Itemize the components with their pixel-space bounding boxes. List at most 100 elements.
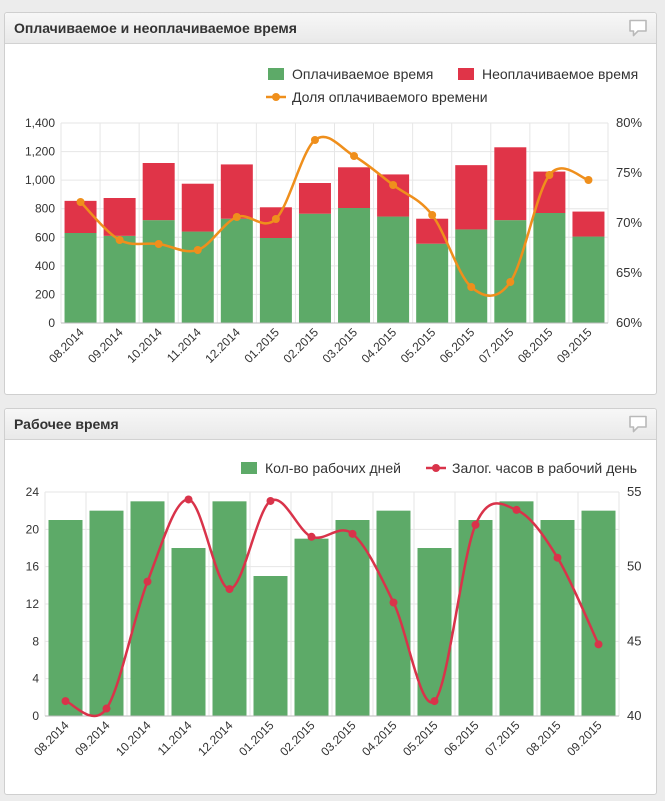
y-tick-label-left: 0 — [48, 316, 55, 330]
legend-label: Неоплачиваемое время — [482, 66, 638, 82]
x-tick-label: 08.2014 — [46, 325, 87, 366]
bar-working-days — [376, 510, 411, 716]
line-point — [76, 198, 85, 206]
legend-label: Кол-во рабочих дней — [265, 460, 401, 476]
y-tick-label-right: 70% — [616, 215, 642, 230]
legend-label: Оплачиваемое время — [292, 66, 433, 82]
x-tick-label: 01.2015 — [241, 325, 282, 366]
bar-working-days — [417, 548, 452, 716]
bar-paid — [377, 216, 410, 323]
bar-working-days — [499, 501, 534, 716]
bar-unpaid — [377, 174, 410, 217]
y-tick-label-right: 75% — [616, 165, 642, 180]
x-tick-label: 03.2015 — [318, 718, 359, 759]
line-point — [102, 704, 111, 713]
line-point — [307, 532, 316, 541]
bar-working-days — [335, 520, 370, 716]
line-point — [61, 697, 70, 706]
x-tick-label: 09.2015 — [554, 325, 595, 366]
x-tick-label: 06.2015 — [437, 325, 478, 366]
line-point — [594, 640, 603, 649]
x-tick-label: 06.2015 — [441, 718, 482, 759]
comment-icon[interactable] — [628, 19, 648, 37]
line-point — [584, 176, 593, 184]
bar-working-days — [89, 510, 124, 716]
bar-paid — [220, 218, 253, 323]
bar-unpaid — [103, 198, 136, 236]
comment-icon[interactable] — [628, 415, 648, 433]
line-point — [154, 240, 163, 248]
legend-label: Доля оплачиваемого времени — [292, 89, 488, 105]
bar-unpaid — [572, 211, 605, 237]
x-tick-label: 11.2014 — [155, 718, 195, 758]
panel-title: Оплачиваемое и неоплачиваемое время — [14, 20, 297, 36]
y-tick-label-left: 12 — [26, 597, 40, 611]
legend-swatch — [268, 68, 284, 80]
y-tick-label-left: 4 — [32, 672, 39, 686]
bar-unpaid — [494, 147, 527, 221]
y-tick-label-right: 65% — [616, 265, 642, 280]
line-point — [389, 181, 398, 189]
bar-paid — [338, 208, 371, 323]
y-tick-label-left: 400 — [35, 259, 55, 273]
bar-unpaid — [181, 183, 214, 232]
y-tick-label-left: 16 — [26, 560, 40, 574]
bar-paid — [533, 213, 566, 323]
x-tick-label: 07.2015 — [482, 718, 523, 759]
line-point — [115, 236, 124, 244]
x-tick-label: 04.2015 — [359, 718, 400, 759]
line-point — [271, 215, 280, 223]
line-point — [266, 496, 275, 505]
x-tick-label: 08.2015 — [523, 718, 564, 759]
y-tick-label-left: 0 — [32, 709, 39, 723]
bar-paid — [259, 238, 292, 323]
line-point — [467, 283, 476, 291]
line-point — [512, 505, 521, 514]
y-tick-label-left: 1,000 — [25, 173, 55, 187]
line-point — [506, 278, 515, 286]
bar-working-days — [130, 501, 165, 716]
bar-paid — [142, 220, 175, 323]
legend-line-marker — [432, 464, 440, 472]
bar-unpaid — [455, 165, 488, 230]
line-point — [545, 171, 554, 179]
line-point — [389, 598, 398, 607]
x-tick-label: 12.2014 — [202, 325, 243, 366]
y-tick-label-left: 1,400 — [25, 116, 55, 130]
panel-header: Рабочее время — [5, 409, 656, 440]
bar-unpaid — [64, 200, 97, 233]
y-tick-label-left: 800 — [35, 202, 55, 216]
y-tick-label-left: 200 — [35, 287, 55, 301]
line-point — [225, 585, 234, 594]
bar-paid — [298, 213, 331, 323]
line-point — [553, 553, 562, 562]
bar-unpaid — [220, 164, 253, 219]
panel-header: Оплачиваемое и неоплачиваемое время — [5, 13, 656, 44]
legend-label: Залог. часов в рабочий день — [452, 460, 637, 476]
bar-working-days — [48, 520, 83, 716]
y-tick-label-left: 8 — [32, 634, 39, 648]
line-point — [310, 136, 319, 144]
legend-swatch — [458, 68, 474, 80]
line-point — [350, 152, 359, 160]
y-tick-label-left: 20 — [26, 522, 40, 536]
line-point — [430, 697, 439, 706]
panel-title: Рабочее время — [14, 416, 119, 432]
y-tick-label-right: 40 — [627, 708, 641, 723]
bar-paid — [64, 233, 97, 323]
bar-working-days — [581, 510, 616, 716]
line-point — [193, 246, 202, 254]
bar-working-days — [458, 520, 493, 716]
x-tick-label: 02.2015 — [277, 718, 318, 759]
x-tick-label: 02.2015 — [281, 325, 322, 366]
line-point — [184, 495, 193, 504]
y-tick-label-left: 1,200 — [25, 145, 55, 159]
bar-paid — [416, 243, 449, 323]
x-tick-label: 08.2014 — [31, 718, 72, 759]
x-tick-label: 04.2015 — [359, 325, 400, 366]
bar-working-days — [294, 538, 329, 716]
bar-working-days — [540, 520, 575, 716]
x-tick-label: 09.2014 — [85, 325, 126, 366]
bar-unpaid — [298, 183, 331, 214]
x-tick-label: 08.2015 — [515, 325, 556, 366]
